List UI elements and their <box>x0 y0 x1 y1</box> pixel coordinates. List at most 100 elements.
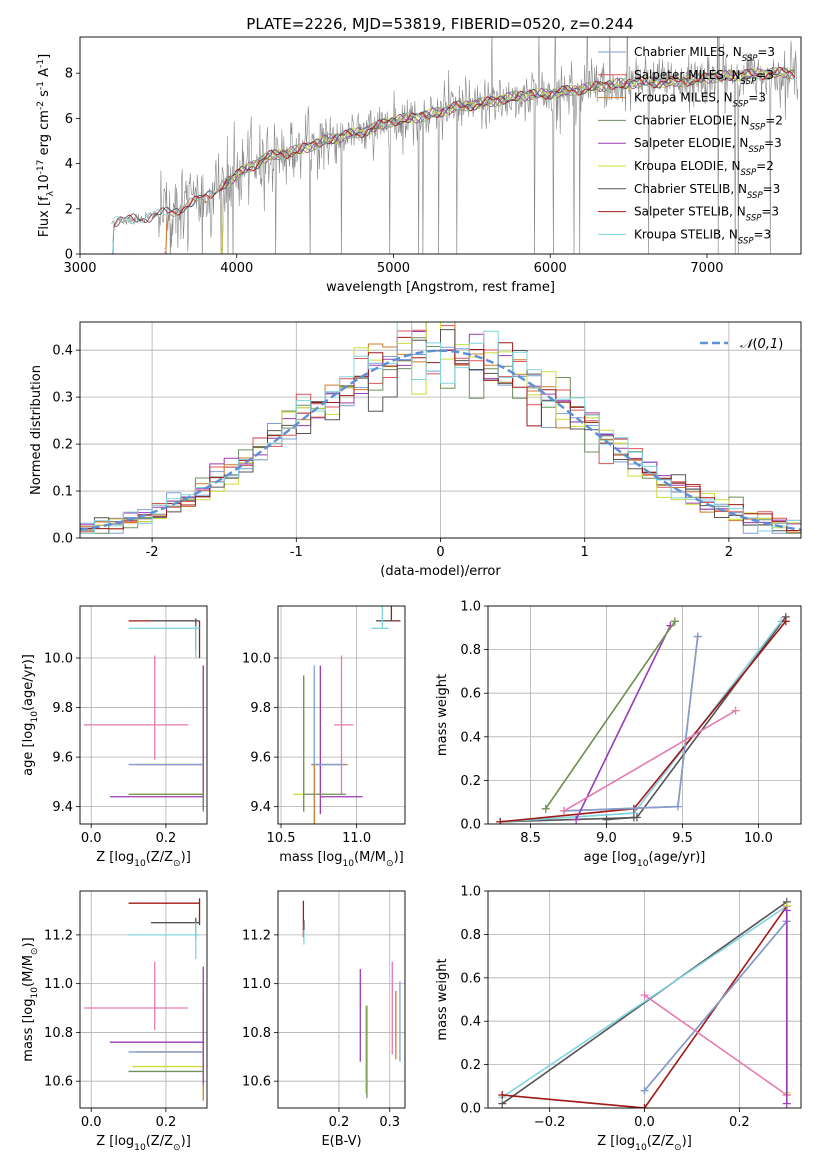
legend-entry: Salpeter ELODIE, NSSP=3 <box>634 136 782 155</box>
y-tick-label: 0.4 <box>460 730 481 745</box>
y-tick-label: 11.0 <box>44 977 73 992</box>
mass-weight-vs-age-ylabel: mass weight <box>435 674 450 756</box>
weight-marker <box>782 906 791 915</box>
x-tick-label: 0.0 <box>634 1115 655 1130</box>
y-tick-label: 0.6 <box>460 687 481 702</box>
axes-frame <box>487 890 802 1109</box>
weight-line <box>606 816 634 821</box>
y-tick-label: 2 <box>65 202 73 217</box>
y-tick-label: 0.4 <box>52 344 73 359</box>
x-tick-label: 5000 <box>377 261 410 276</box>
weight-line <box>563 709 737 812</box>
weight-marker <box>693 632 702 641</box>
weight-marker <box>670 617 679 626</box>
x-tick-label: 10.0 <box>744 831 773 846</box>
legend-entry: Kroupa STELIB, NSSP=3 <box>634 227 771 246</box>
x-tick-label: 0.0 <box>81 1115 102 1130</box>
x-tick-label: 3000 <box>63 261 96 276</box>
x-tick-label: 0.2 <box>156 1115 177 1130</box>
weight-marker <box>541 804 550 813</box>
y-tick-label: 0.0 <box>52 532 73 547</box>
y-tick-label: 1.0 <box>460 885 481 900</box>
y-tick-label: 10.6 <box>44 1075 73 1090</box>
x-tick-label: 9.0 <box>596 831 617 846</box>
weight-marker <box>559 806 568 815</box>
x-tick-label: 8.5 <box>520 831 541 846</box>
x-tick-label: 1 <box>581 545 589 560</box>
legend-entry: Salpeter STELIB, NSSP=3 <box>634 205 779 224</box>
mass-weight-vs-Z-xlabel: Z [log10(Z/Z⊙)] <box>597 1134 692 1153</box>
age-vs-Z-grid <box>80 606 207 824</box>
spectrum-marks <box>111 37 799 254</box>
y-tick-label: 0.8 <box>460 928 481 943</box>
mass-weight-vs-Z-ylabel: mass weight <box>435 958 450 1040</box>
weight-marker <box>782 1099 791 1108</box>
x-tick-label: 4000 <box>220 261 253 276</box>
legend-entry: 𝒩(0,1) <box>740 337 783 352</box>
age-vs-Z-panel: 0.0 0.2 9.4 9.6 9.8 10.0 Z [log10(Z/Z⊙)] age [l… <box>21 605 208 869</box>
y-tick-label: 0.2 <box>52 438 73 453</box>
y-tick-label: 0.6 <box>460 971 481 986</box>
weight-marker <box>572 815 581 824</box>
mass-vs-EBV-xlabel: E(B-V) <box>321 1134 361 1149</box>
axes-frame <box>79 605 208 825</box>
mass-weight-vs-age-marks <box>496 612 790 824</box>
weight-marker <box>496 817 505 824</box>
x-tick-label: 11.0 <box>342 831 371 846</box>
y-tick-label: 0.0 <box>460 1102 481 1117</box>
mass-weight-vs-age-xlabel: age [log10(age/yr)] <box>584 850 706 869</box>
weight-marker <box>602 815 611 824</box>
x-tick-label: 0.2 <box>729 1115 750 1130</box>
mass-vs-EBV-grid <box>278 891 405 1108</box>
weight-line <box>500 620 787 823</box>
spectrum-legend: Chabrier MILES, NSSP=3 Salpeter MILES, NS… <box>598 45 783 246</box>
weight-marker <box>640 1104 649 1108</box>
y-tick-label: 10.8 <box>242 1026 271 1041</box>
y-tick-label: 11.2 <box>44 928 73 943</box>
axes-frame <box>277 605 406 825</box>
mass-weight-vs-age-panel: 8.5 9.0 9.5 10.0 0.0 0.2 0.4 0.6 0.8 1.0 age [log1… <box>435 600 802 869</box>
age-vs-mass-xlabel: mass [log10(M/M⊙)] <box>279 850 403 869</box>
x-tick-label: 7000 <box>690 261 723 276</box>
mass-vs-EBV-panel: 0.2 0.3 10.6 10.8 11.0 11.2 E(B-V) <box>242 890 406 1149</box>
age-vs-Z-xlabel: Z [log10(Z/Z⊙)] <box>96 850 191 869</box>
age-vs-Z-ylabel: age [log10(age/yr)] <box>21 654 40 776</box>
x-tick-label: 6000 <box>534 261 567 276</box>
spectrum-model-line <box>165 67 795 254</box>
y-tick-label: 11.2 <box>242 928 271 943</box>
y-tick-label: 9.6 <box>52 751 73 766</box>
mass-weight-vs-Z-marks <box>498 897 791 1108</box>
spectrum-title: PLATE=2226, MJD=53819, FIBERID=0520, z=0… <box>246 15 633 33</box>
y-tick-label: 8 <box>65 67 73 82</box>
mass-vs-Z-grid <box>80 891 207 1108</box>
axes-frame <box>277 890 406 1109</box>
y-tick-label: 0 <box>65 248 73 263</box>
weight-line <box>500 620 782 823</box>
weight-line <box>575 625 672 820</box>
weight-marker <box>640 991 649 1000</box>
mass-weight-vs-age-grid <box>488 605 801 825</box>
y-tick-label: 9.4 <box>250 800 271 815</box>
y-tick-label: 4 <box>65 157 73 172</box>
y-tick-label: 6 <box>65 112 73 127</box>
residual-histogram <box>80 322 801 534</box>
mass-vs-Z-xlabel: Z [log10(Z/Z⊙)] <box>96 1134 191 1153</box>
spectrum-model-line <box>112 66 796 254</box>
residuals-marks <box>80 322 801 534</box>
x-tick-label: -2 <box>146 545 159 560</box>
y-tick-label: 9.8 <box>52 701 73 716</box>
mass-vs-Z-marks <box>83 898 204 1101</box>
mass-vs-Z-ylabel: mass [log10(M/M⊙)] <box>21 937 40 1061</box>
x-tick-label: 10.5 <box>267 831 296 846</box>
weight-line <box>545 620 676 810</box>
x-tick-label: 2 <box>725 545 733 560</box>
age-vs-mass-panel: 10.5 11.0 9.4 9.6 9.8 10.0 mass [log10(M/M⊙)] <box>242 605 406 869</box>
weight-line <box>500 616 787 823</box>
residuals-panel: -2 -1 0 1 2 0.0 0.1 0.2 0.3 0.4 (data-model)/error… <box>29 321 802 579</box>
x-tick-label: −0.2 <box>534 1115 566 1130</box>
legend-entry: Chabrier MILES, NSSP=3 <box>634 45 775 64</box>
residuals-xlabel: (data-model)/error <box>380 564 501 579</box>
y-tick-label: 0.4 <box>460 1015 481 1030</box>
spectrum-xlabel: wavelength [Angstrom, rest frame] <box>326 280 555 295</box>
axes-frame <box>79 890 208 1109</box>
